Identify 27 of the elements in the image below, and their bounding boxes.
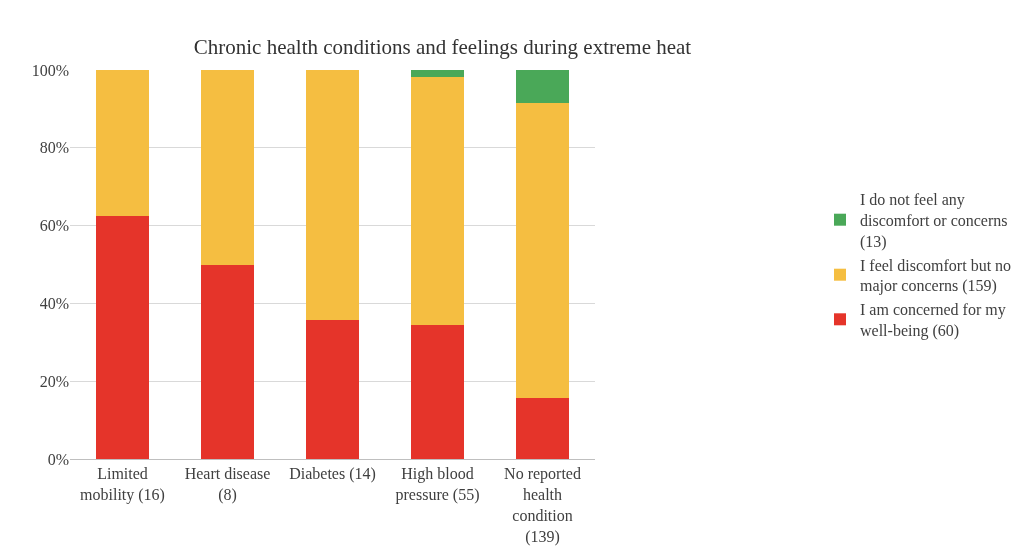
x-tick-label: Heart disease (8) (184, 465, 271, 504)
legend-label: I feel discomfort but no major concerns (159) (860, 256, 1012, 296)
x-tick-label: No reported health condition (139) (504, 465, 581, 546)
legend-label: I am concerned for my well-being (60) (860, 301, 1006, 340)
x-tick-label: Limited mobility (16) (80, 465, 165, 504)
chart-title: Chronic health conditions and feelings during extreme heat (193, 34, 692, 59)
bar (201, 264, 254, 459)
bar (306, 320, 359, 459)
bar (516, 70, 569, 104)
bar (411, 70, 464, 78)
y-tick-label: 100% (31, 61, 69, 79)
y-tick-label: 0% (47, 450, 69, 468)
bar (96, 215, 149, 459)
y-tick-label: 60% (39, 217, 69, 235)
legend-label: I do not feel any discomfort or concerns (13) (860, 191, 1008, 251)
bar (201, 70, 254, 265)
x-tick-label: High blood pressure (55) (395, 465, 480, 504)
y-tick-label: 40% (39, 295, 69, 312)
y-tick-label: 20% (39, 372, 69, 390)
x-tick-label: Diabetes (14) (289, 465, 376, 484)
bar (411, 77, 464, 325)
bar (516, 397, 569, 459)
bar (516, 103, 569, 398)
bar (96, 70, 149, 216)
y-tick-label: 80% (39, 139, 69, 157)
bar (306, 70, 359, 321)
bar (411, 324, 464, 459)
